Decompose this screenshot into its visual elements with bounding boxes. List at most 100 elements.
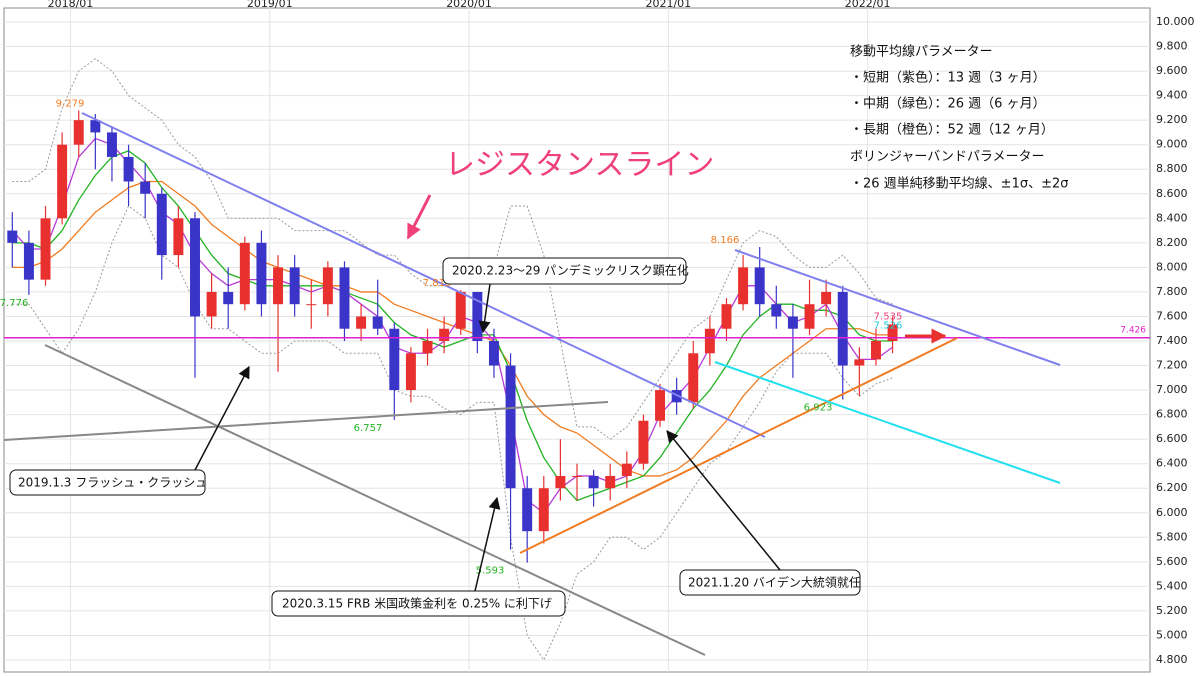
price-label: 8.166 — [711, 235, 740, 246]
candle-body — [738, 267, 749, 305]
candle-body — [439, 328, 450, 341]
channel-line — [714, 361, 1061, 484]
candle-body — [821, 291, 832, 305]
y-tick-label: 7.000 — [1156, 383, 1188, 396]
candle-body — [23, 242, 34, 280]
series-line — [12, 150, 893, 502]
candle-body — [837, 291, 848, 366]
candle-body — [90, 120, 101, 133]
candle-body — [123, 156, 134, 182]
candle-body — [605, 475, 616, 489]
y-tick-label: 7.800 — [1156, 285, 1188, 298]
candle-body — [754, 267, 765, 305]
y-tick-label: 9.400 — [1156, 89, 1188, 102]
candle-body — [190, 218, 200, 317]
info-box: 移動平均線パラメーター ・短期（紫色）：13 週（3 ヶ月） ・中期（緑色）：2… — [850, 44, 1068, 192]
candle-body — [638, 420, 649, 464]
info-line: ボリンジャーバンドパラメーター — [850, 150, 1044, 165]
price-label: 7.526 — [874, 321, 903, 332]
price-label: 7.535 — [874, 311, 903, 322]
candle-body — [688, 353, 699, 403]
candle-body — [538, 488, 549, 532]
price-label: 9.279 — [56, 98, 85, 109]
y-tick-label: 9.600 — [1156, 64, 1188, 77]
trend-line — [3, 401, 609, 441]
candle-body — [306, 304, 317, 306]
callout-text: 2021.1.20 バイデン大統領就任 — [688, 575, 861, 590]
y-tick-label: 5.600 — [1156, 555, 1188, 568]
candle-body — [156, 193, 167, 256]
callout-text: 2019.1.3 フラッシュ・クラッシュ — [18, 476, 207, 490]
info-line: ・26 週単純移動平均線、±1σ、±2σ — [850, 176, 1068, 192]
candle-body — [206, 291, 217, 317]
candle-body — [223, 291, 234, 305]
candle-body — [256, 242, 267, 305]
candle-body — [140, 181, 151, 194]
series-line — [12, 58, 893, 440]
arrow — [666, 430, 781, 571]
candle-body — [372, 316, 383, 329]
candle-body — [488, 341, 499, 366]
y-tick-label: 5.000 — [1156, 628, 1188, 641]
price-labels: 7.426 9.279 7.776 6.757 7.815 5.593 8.166 6.923… — [0, 98, 1146, 576]
y-tick-label: 6.000 — [1156, 506, 1188, 519]
y-tick-label: 7.600 — [1156, 309, 1188, 322]
candle-body — [787, 316, 798, 329]
candle-body — [887, 324, 898, 341]
candle-body — [422, 341, 433, 354]
plot — [4, 58, 1150, 662]
arrow — [194, 365, 250, 471]
y-tick-label: 7.400 — [1156, 334, 1188, 347]
x-tick-label: 2019/01 — [247, 0, 293, 10]
candle-body — [572, 475, 582, 477]
y-tick-label: 4.800 — [1156, 653, 1188, 666]
callout-box — [679, 569, 861, 596]
trend-lines — [3, 112, 1061, 656]
callout-box — [271, 590, 566, 617]
candle-body — [588, 475, 599, 489]
candle-body — [339, 267, 350, 329]
y-tick-label: 8.200 — [1156, 236, 1188, 249]
info-line: ・短期（紫色）：13 週（3 ヶ月） — [850, 70, 1046, 86]
candle-body — [505, 365, 516, 489]
candle-body — [7, 230, 18, 243]
candle-body — [239, 242, 250, 305]
y-tick-label: 5.200 — [1156, 604, 1188, 617]
callout: 2019.1.3 フラッシュ・クラッシュ — [9, 365, 250, 496]
support-line — [519, 337, 958, 554]
y-tick-label: 9.800 — [1156, 40, 1188, 53]
candle-body — [555, 475, 566, 489]
candle-body — [73, 120, 84, 145]
candle-body — [40, 218, 51, 280]
resistance-line — [81, 112, 766, 438]
y-tick-label: 8.000 — [1156, 260, 1188, 273]
candle-body — [389, 328, 400, 391]
x-tick-label: 2022/01 — [845, 0, 891, 10]
callout: 2020.3.15 FRB 米国政策金利を 0.25% に利下げ — [271, 496, 566, 617]
hline-label: 7.426 — [1120, 325, 1146, 335]
candle-body — [106, 132, 117, 157]
y-tick-label: 10.000 — [1156, 15, 1195, 28]
candle-body — [322, 267, 333, 305]
candle-body — [771, 304, 782, 317]
resistance-label: レジスタンスライン — [445, 148, 714, 183]
price-label: 7.776 — [0, 298, 28, 309]
candle-body — [273, 267, 284, 305]
candle-body — [522, 488, 533, 532]
candle-body — [356, 316, 367, 329]
candle-body — [704, 328, 715, 354]
candle-body — [870, 341, 881, 360]
candle-body — [289, 267, 300, 305]
trend-line — [44, 344, 706, 656]
price-label: 5.593 — [476, 566, 505, 577]
x-tick-label: 2020/01 — [446, 0, 492, 10]
candle-body — [455, 291, 466, 329]
price-label: 6.757 — [354, 423, 383, 434]
arrow — [474, 496, 501, 592]
callout-box — [442, 257, 687, 285]
candle-body — [405, 353, 416, 391]
info-line: ・長期（橙色）：52 週（12 ヶ月） — [850, 122, 1054, 138]
y-tick-label: 6.600 — [1156, 432, 1188, 445]
candle-body — [173, 218, 184, 256]
